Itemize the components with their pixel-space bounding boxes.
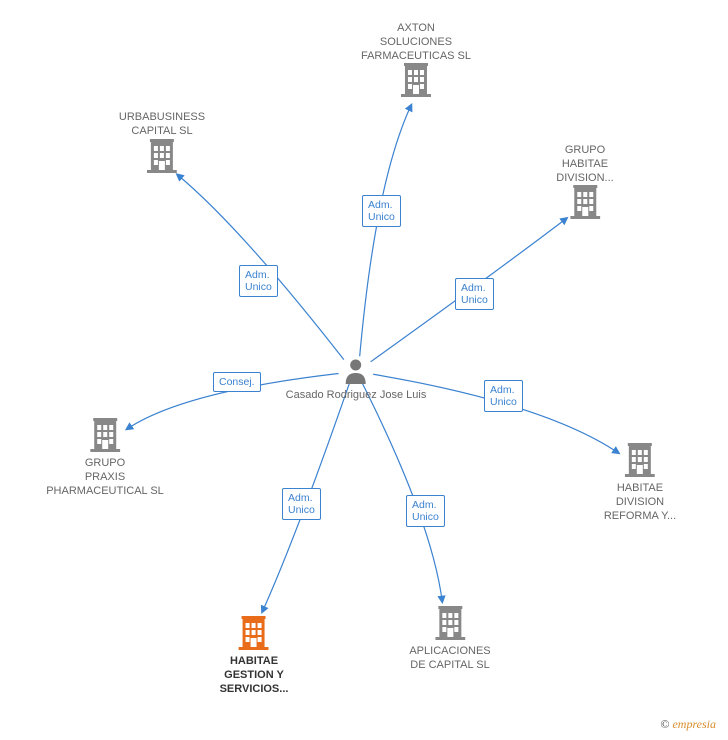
company-node-label: HABITAEDIVISIONREFORMA Y... xyxy=(604,482,676,523)
company-node[interactable]: URBABUSINESSCAPITAL SL xyxy=(119,111,205,178)
building-icon xyxy=(570,185,600,224)
company-node-label: URBABUSINESSCAPITAL SL xyxy=(119,111,205,139)
copyright-brand: empresia xyxy=(672,717,716,731)
company-node-label: GRUPOHABITAEDIVISION... xyxy=(556,144,613,185)
company-node[interactable]: GRUPOPRAXISPHARMACEUTICAL SL xyxy=(46,418,164,498)
copyright-symbol: © xyxy=(660,717,669,731)
edge-label: Adm. Unico xyxy=(455,278,494,310)
edge-label: Adm. Unico xyxy=(282,488,321,520)
person-icon xyxy=(344,358,368,389)
edge-label: Adm. Unico xyxy=(239,265,278,297)
edge-label: Consej. xyxy=(213,372,261,392)
company-node-label: GRUPOPRAXISPHARMACEUTICAL SL xyxy=(46,457,164,498)
building-icon xyxy=(90,418,120,457)
edge-label: Adm. Unico xyxy=(484,380,523,412)
company-node[interactable]: GRUPOHABITAEDIVISION... xyxy=(556,144,613,224)
company-node-label: AXTONSOLUCIONESFARMACEUTICAS SL xyxy=(361,22,471,63)
company-node[interactable]: HABITAEDIVISIONREFORMA Y... xyxy=(604,443,676,523)
company-node[interactable]: AXTONSOLUCIONESFARMACEUTICAS SL xyxy=(361,22,471,102)
building-icon xyxy=(147,139,177,178)
company-node[interactable]: APLICACIONESDE CAPITAL SL xyxy=(409,606,490,673)
edge-label: Adm. Unico xyxy=(406,495,445,527)
company-node-label: HABITAEGESTION YSERVICIOS... xyxy=(220,655,289,696)
relationship-edge xyxy=(360,105,412,357)
edge-label: Adm. Unico xyxy=(362,195,401,227)
center-node-label: Casado Rodriguez Jose Luis xyxy=(286,389,427,403)
center-node: Casado Rodriguez Jose Luis xyxy=(286,358,427,403)
building-icon xyxy=(239,616,269,655)
copyright: ©empresia xyxy=(660,717,716,732)
diagram-canvas: Casado Rodriguez Jose Luis URBABUSINESSC… xyxy=(0,0,728,740)
company-node[interactable]: HABITAEGESTION YSERVICIOS... xyxy=(220,616,289,696)
building-icon xyxy=(401,63,431,102)
relationship-edge xyxy=(362,383,442,602)
company-node-label: APLICACIONESDE CAPITAL SL xyxy=(409,645,490,673)
building-icon xyxy=(625,443,655,482)
building-icon xyxy=(435,606,465,645)
